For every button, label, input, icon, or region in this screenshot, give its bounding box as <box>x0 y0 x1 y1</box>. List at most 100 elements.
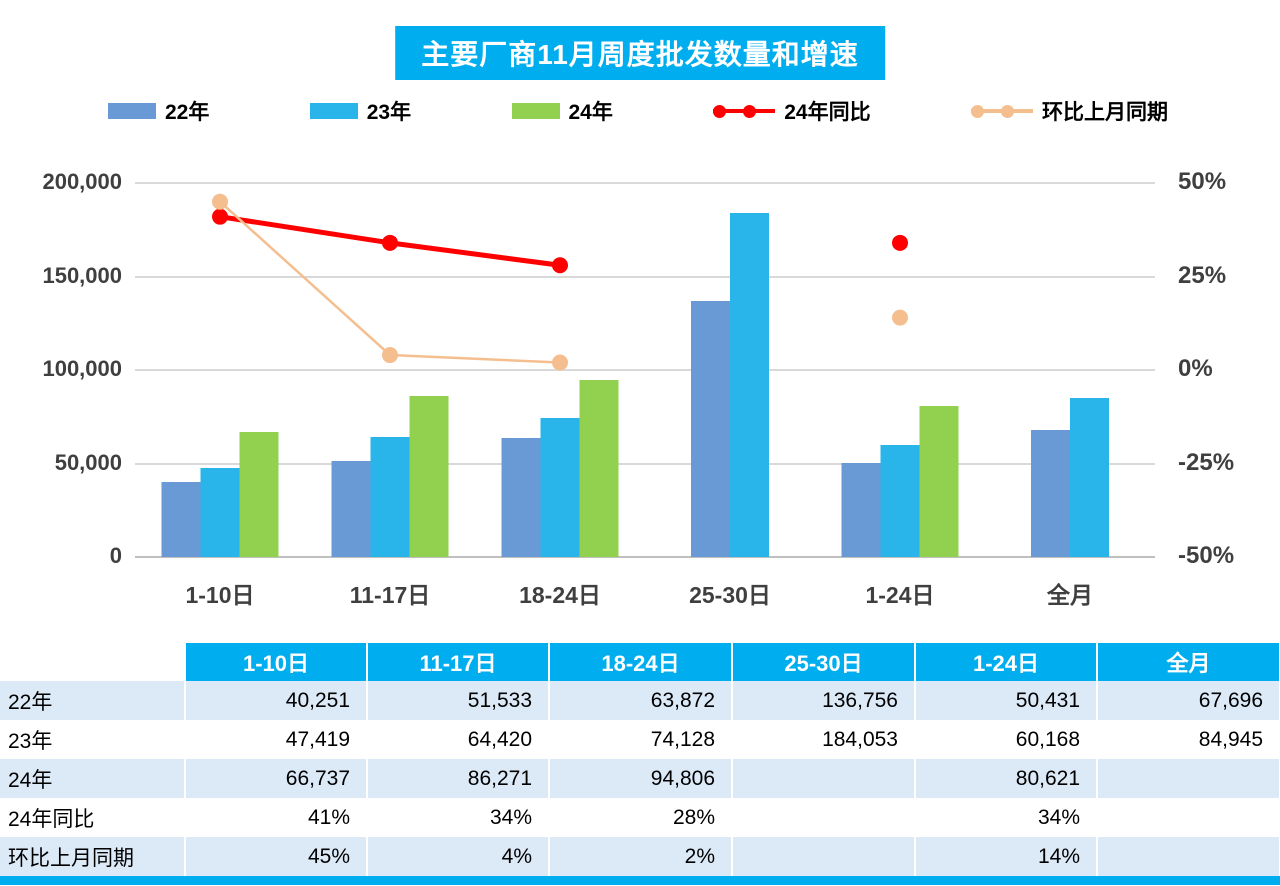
x-axis-label: 1-10日 <box>185 582 255 608</box>
y-axis-left-tick: 150,000 <box>42 262 122 288</box>
row-label: 24年 <box>0 759 186 798</box>
x-axis-label: 11-17日 <box>349 582 431 608</box>
legend-bar-swatch <box>511 103 560 119</box>
bar-22年 <box>1031 430 1070 557</box>
bar-group <box>1031 398 1109 557</box>
table-cell: 2% <box>549 837 733 876</box>
table-header-row: 1-10日 11-17日 18-24日 25-30日 1-24日 全月 <box>0 643 1280 681</box>
line-环比上月同期 <box>219 200 561 364</box>
row-label: 22年 <box>0 681 186 720</box>
table-cell: 41% <box>185 798 368 837</box>
chart-area: 主要厂商11月周度批发数量和增速 22年 23年 24年 24年同比 环比上月同期 20… <box>0 26 1280 608</box>
line-marker-环比上月同期 <box>892 309 908 326</box>
legend-item: 23年 <box>309 96 412 126</box>
table-cell <box>732 798 916 837</box>
column-header: 18-24日 <box>549 643 733 681</box>
table-cell: 34% <box>915 798 1098 837</box>
table-cell <box>1097 759 1280 798</box>
table-cell: 14% <box>915 837 1098 876</box>
bar-group <box>331 395 449 557</box>
bar-23年 <box>880 444 920 557</box>
table-corner-cell <box>0 643 186 681</box>
gridline <box>135 369 1155 371</box>
table-cell <box>732 837 916 876</box>
chart-legend: 22年 23年 24年 24年同比 环比上月同期 <box>0 96 1280 126</box>
legend-line-swatch <box>971 103 1033 119</box>
table-cell: 74,128 <box>549 720 733 759</box>
bar-22年 <box>501 437 541 557</box>
bar-24年 <box>919 406 959 557</box>
line-marker-24年同比 <box>382 234 398 251</box>
bar-group <box>691 212 769 557</box>
bar-22年 <box>161 481 201 557</box>
line-marker-24年同比 <box>892 234 908 251</box>
legend-item: 24年同比 <box>713 96 871 126</box>
x-axis-label: 25-30日 <box>689 582 771 608</box>
bar-23年 <box>1070 398 1109 557</box>
line-marker-24年同比 <box>552 257 568 274</box>
y-axis-left-tick: 50,000 <box>54 449 122 475</box>
table-cell <box>732 759 916 798</box>
table-cell: 40,251 <box>185 681 368 720</box>
table-cell: 67,696 <box>1097 681 1280 720</box>
table-cell: 4% <box>367 837 550 876</box>
bar-23年 <box>370 436 410 557</box>
row-label: 24年同比 <box>0 798 186 837</box>
row-label: 23年 <box>0 720 186 759</box>
legend-label: 24年同比 <box>784 101 871 124</box>
y-axis-right-tick: -50% <box>1178 542 1235 569</box>
table-cell: 136,756 <box>732 681 916 720</box>
bar-24年 <box>579 379 619 557</box>
x-axis-label: 1-24日 <box>865 582 935 608</box>
x-axis-label: 全月 <box>1047 582 1093 608</box>
gridline <box>135 275 1155 278</box>
data-table: 1-10日 11-17日 18-24日 25-30日 1-24日 全月 22年 40,251… <box>0 643 1280 876</box>
table-cell: 64,420 <box>367 720 550 759</box>
bar-group <box>501 379 619 557</box>
line-marker-24年同比 <box>212 208 228 225</box>
table-cell: 50,431 <box>915 681 1098 720</box>
table-row: 22年 40,251 51,533 63,872 136,756 50,431 67,696 <box>0 681 1280 720</box>
table-cell <box>1097 798 1280 837</box>
bar-24年 <box>409 395 449 557</box>
gridline <box>135 182 1155 184</box>
line-overlay <box>212 193 908 371</box>
table-cell: 184,053 <box>732 720 916 759</box>
legend-item: 22年 <box>108 96 209 126</box>
table-cell: 63,872 <box>549 681 733 720</box>
column-header: 全月 <box>1097 643 1280 681</box>
legend-bar-swatch <box>309 103 358 119</box>
table-cell: 66,737 <box>185 759 368 798</box>
y-axis-right-tick: 50% <box>1178 168 1227 195</box>
table-cell: 60,168 <box>915 720 1098 759</box>
table-cell: 94,806 <box>549 759 733 798</box>
bar-22年 <box>691 301 730 557</box>
row-label: 环比上月同期 <box>0 837 186 876</box>
legend-label: 24年 <box>568 101 613 124</box>
y-axis-right-tick: 25% <box>1178 261 1227 289</box>
y-axis-right-tick: -25% <box>1178 448 1235 476</box>
bar-22年 <box>331 460 371 557</box>
bar-group <box>841 406 959 557</box>
table-cell: 80,621 <box>915 759 1098 798</box>
legend-label: 22年 <box>165 101 210 124</box>
bar-23年 <box>540 418 580 557</box>
table-cell: 84,945 <box>1097 720 1280 759</box>
bar-23年 <box>730 212 769 557</box>
column-header: 25-30日 <box>732 643 916 681</box>
line-marker-环比上月同期 <box>552 354 568 371</box>
legend-item: 24年 <box>511 96 613 126</box>
table-row: 23年 47,419 64,420 74,128 184,053 60,168 84,945 <box>0 720 1280 759</box>
table-cell: 34% <box>367 798 550 837</box>
y-axis-left-tick: 0 <box>109 543 122 568</box>
bar-22年 <box>841 462 881 557</box>
legend-label: 23年 <box>366 101 412 124</box>
table-row: 24年同比 41% 34% 28% 34% <box>0 798 1280 837</box>
bar-24年 <box>239 432 279 557</box>
column-header: 1-24日 <box>915 643 1098 681</box>
legend-item: 环比上月同期 <box>971 96 1168 126</box>
table-cell <box>1097 837 1280 876</box>
legend-bar-swatch <box>108 103 156 119</box>
table-row: 24年 66,737 86,271 94,806 80,621 <box>0 759 1280 798</box>
x-axis-label: 18-24日 <box>519 582 601 608</box>
